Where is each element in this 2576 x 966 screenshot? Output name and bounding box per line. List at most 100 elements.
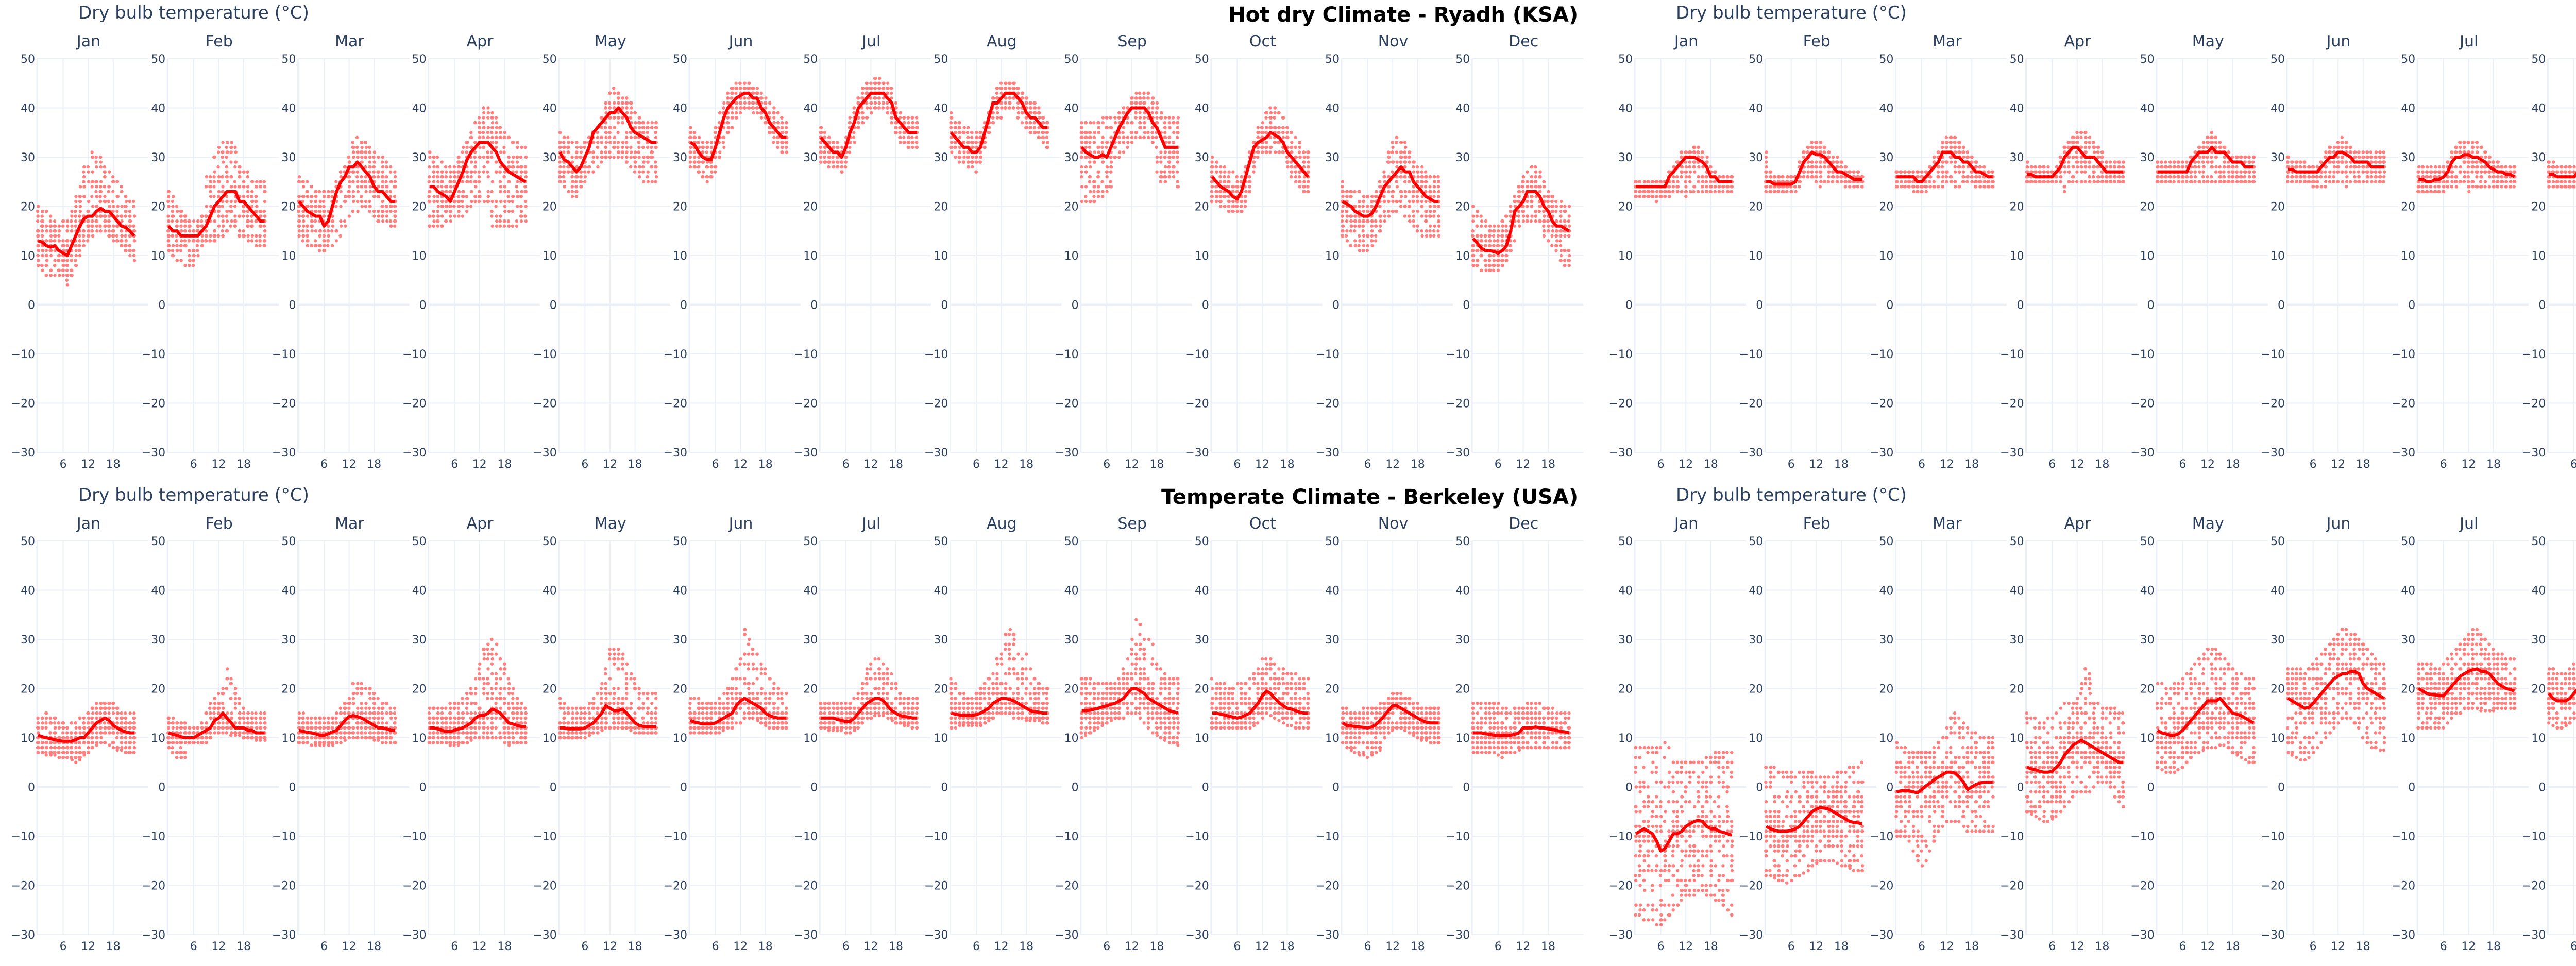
scatter-point (574, 185, 578, 188)
scatter-point (726, 121, 729, 124)
scatter-point (910, 126, 913, 129)
scatter-point (196, 254, 199, 257)
scatter-point (474, 195, 477, 198)
scatter-point (495, 214, 498, 217)
scatter-point (823, 131, 826, 134)
scatter-point (394, 175, 397, 178)
scatter-point (360, 195, 363, 198)
scatter-point (82, 175, 86, 178)
scatter-point (381, 210, 384, 213)
scatter-point (389, 219, 392, 223)
scatter-point (301, 234, 304, 238)
scatter-point (369, 185, 372, 188)
scatter-point (516, 180, 519, 183)
scatter-point (832, 141, 835, 144)
scatter-point (747, 101, 750, 105)
scatter-point (633, 170, 636, 173)
scatter-point (445, 185, 448, 188)
scatter-point (209, 205, 212, 208)
scatter-point (90, 150, 93, 154)
scatter-point (465, 150, 468, 154)
scatter-point (1110, 136, 1113, 139)
scatter-point (1033, 101, 1036, 105)
scatter-point (516, 195, 519, 198)
scatter-point (49, 214, 52, 217)
scatter-point (642, 126, 645, 129)
scatter-point (456, 160, 460, 163)
scatter-point (327, 225, 330, 228)
scatter-point (1045, 131, 1048, 134)
scatter-point (301, 229, 304, 232)
scatter-point (1093, 185, 1096, 188)
scatter-point (87, 225, 90, 228)
scatter-point (861, 116, 865, 119)
scatter-point (1016, 116, 1019, 119)
scatter-point (167, 219, 170, 223)
scatter-point (453, 175, 456, 178)
scatter-point (99, 185, 102, 188)
scatter-point (66, 225, 69, 228)
scatter-point (486, 131, 489, 134)
scatter-point (566, 136, 569, 139)
scatter-point (503, 131, 506, 134)
scatter-point (120, 219, 123, 223)
scatter-point (482, 121, 485, 124)
y-tick-label: 0 (810, 299, 818, 312)
scatter-point (642, 156, 645, 159)
scatter-point (1021, 96, 1024, 99)
scatter-point (950, 136, 953, 139)
scatter-point (824, 160, 827, 163)
y-tick-label: −30 (402, 447, 426, 460)
scatter-point (453, 170, 456, 173)
scatter-point (213, 180, 216, 183)
scatter-point (221, 150, 224, 154)
scatter-point (360, 141, 363, 144)
scatter-point (209, 190, 212, 193)
scatter-point (693, 165, 697, 168)
scatter-point (634, 150, 637, 154)
scatter-point (238, 185, 241, 188)
scatter-point (1168, 126, 1171, 129)
scatter-point (368, 160, 371, 163)
scatter-point (229, 205, 232, 208)
scatter-point (562, 150, 565, 154)
scatter-point (1156, 106, 1159, 109)
scatter-point (255, 234, 258, 238)
scatter-point (449, 214, 452, 217)
scatter-point (844, 156, 847, 159)
scatter-point (730, 126, 733, 129)
scatter-point (205, 185, 208, 188)
scatter-point (890, 87, 893, 90)
scatter-point (689, 156, 692, 159)
scatter-point (886, 82, 889, 85)
scatter-point (200, 234, 204, 238)
y-tick-label: 50 (673, 53, 687, 66)
scatter-point (1167, 160, 1171, 163)
scatter-point (255, 185, 258, 188)
scatter-point (246, 219, 249, 223)
scatter-point (701, 141, 704, 144)
scatter-point (440, 180, 443, 183)
scatter-point (870, 111, 873, 114)
scatter-point (613, 116, 616, 119)
scatter-point (99, 180, 103, 183)
scatter-point (852, 136, 855, 139)
scatter-point (1155, 170, 1158, 173)
scatter-point (641, 170, 645, 173)
scatter-point (637, 116, 640, 119)
scatter-point (785, 141, 788, 144)
scatter-point (592, 160, 595, 163)
scatter-point (340, 225, 343, 228)
month-label: Apr (467, 32, 494, 50)
scatter-point (62, 219, 65, 223)
scatter-point (188, 229, 191, 232)
scatter-point (848, 146, 851, 149)
scatter-point (115, 239, 118, 242)
scatter-point (246, 214, 249, 217)
scatter-point (689, 126, 692, 129)
scatter-point (567, 150, 570, 154)
scatter-point (978, 160, 981, 163)
scatter-point (78, 200, 81, 203)
scatter-point (634, 165, 637, 168)
